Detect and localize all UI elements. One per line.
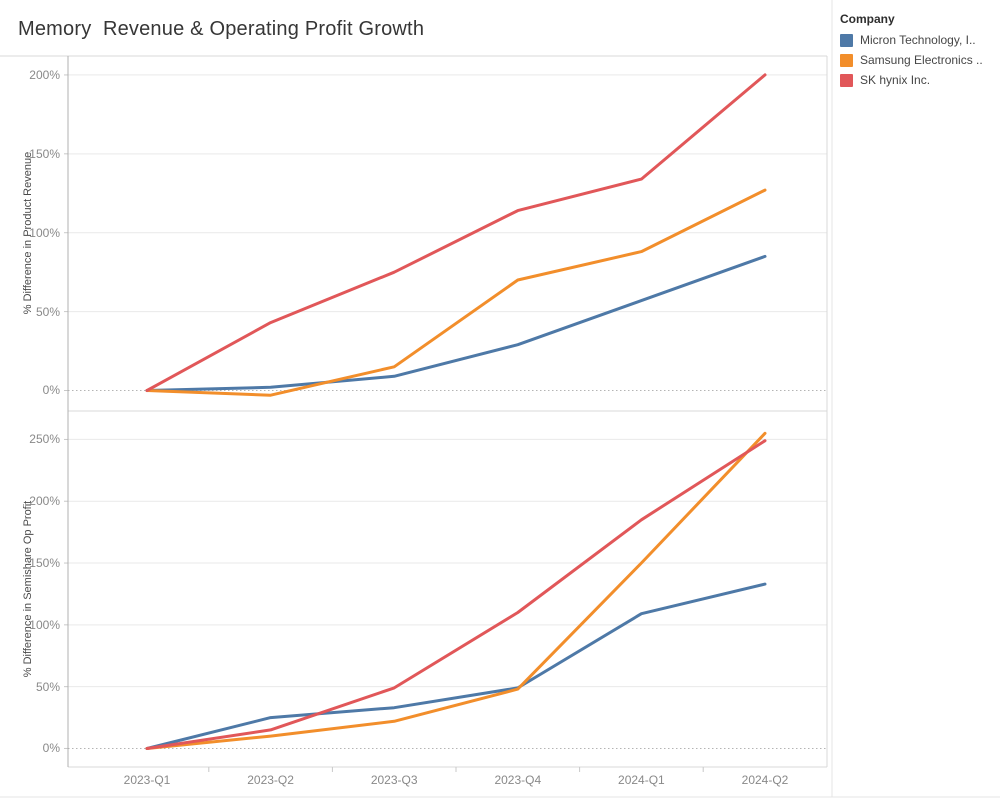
x-tick-label-2024-q2: 2024-Q2 (741, 773, 789, 787)
series-line-sk-hynix-inc[interactable] (145, 73, 767, 392)
legend-item-label: SK hynix Inc. (860, 73, 931, 87)
legend-item-samsung-electronics[interactable]: Samsung Electronics .. (840, 53, 996, 67)
y-tick-label: 100% (29, 617, 60, 632)
series-line-micron-technology-i[interactable] (145, 582, 767, 750)
series-line-samsung-electronics[interactable] (145, 188, 767, 397)
page-title: Memory Revenue & Operating Profit Growth (18, 18, 425, 40)
x-tick-label-2023-q1: 2023-Q1 (123, 773, 171, 787)
y-tick-label: 100% (29, 225, 60, 240)
y-tick-label: 250% (29, 432, 60, 447)
y-tick-label: 200% (29, 494, 60, 509)
y-tick-label: 150% (29, 556, 60, 571)
series-line-sk-hynix-inc[interactable] (145, 439, 767, 750)
y-tick-label: 150% (29, 146, 60, 161)
legend-item-micron-technology-i[interactable]: Micron Technology, I.. (840, 33, 996, 47)
x-tick-label-2023-q4: 2023-Q4 (494, 773, 542, 787)
series-line-micron-technology-i[interactable] (145, 254, 767, 392)
legend-swatch-icon (840, 73, 853, 87)
legend-item-sk-hynix-inc[interactable]: SK hynix Inc. (840, 73, 996, 87)
legend-item-label: Micron Technology, I.. (860, 33, 976, 47)
legend-title: Company (840, 12, 895, 26)
y-tick-label: 0% (42, 741, 60, 756)
legend-items: Micron Technology, I.. Samsung Electronic… (840, 33, 996, 87)
x-tick-label-2024-q1: 2024-Q1 (618, 773, 665, 787)
y-tick-label: 50% (35, 304, 60, 319)
x-tick-label-2023-q2: 2023-Q2 (247, 773, 294, 787)
y-axis-title-semishare-op-profit: % Difference in Semishare Op Profit (22, 500, 34, 678)
legend-swatch-icon (840, 53, 853, 67)
y-tick-label: 200% (29, 67, 60, 82)
y-tick-label: 50% (35, 679, 60, 694)
y-tick-label: 0% (42, 383, 60, 398)
legend-swatch-icon (840, 33, 853, 47)
legend-item-label: Samsung Electronics .. (860, 53, 983, 67)
series-line-samsung-electronics[interactable] (145, 431, 767, 750)
x-tick-label-2023-q3: 2023-Q3 (370, 773, 418, 787)
legend: Company Micron Technology, I.. Samsung El… (840, 12, 996, 93)
